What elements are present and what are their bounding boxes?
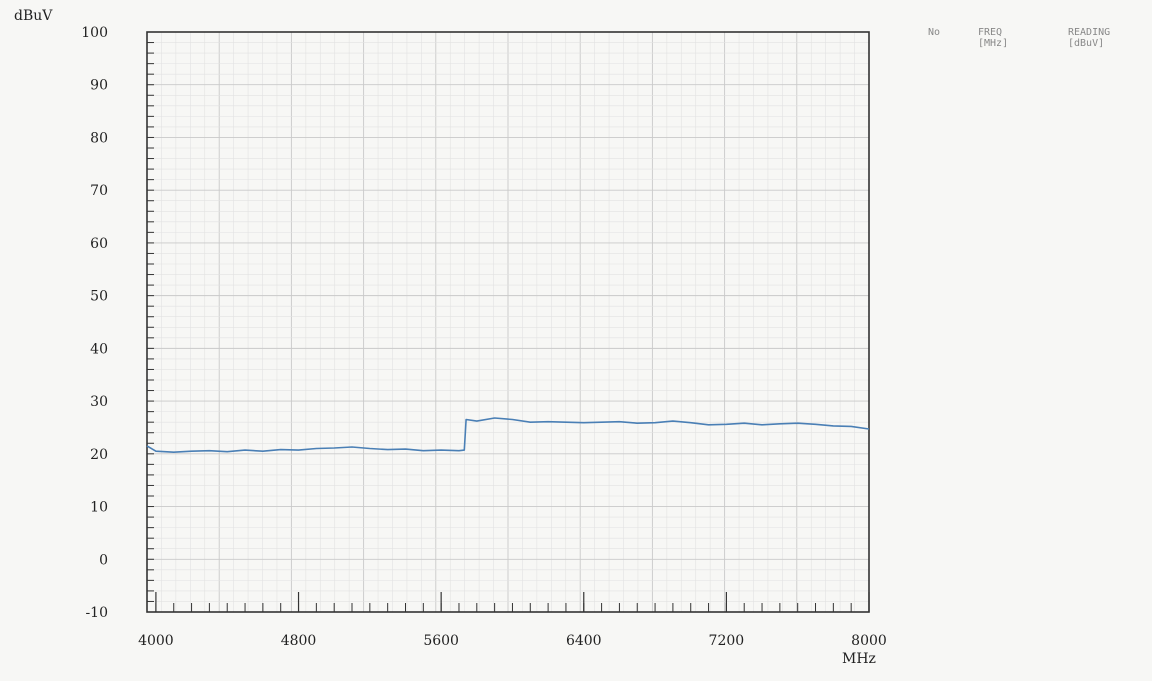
y-tick-label: 0 [99,552,108,568]
x-tick-label: 6400 [566,633,602,649]
y-tick-label: 60 [90,236,108,252]
x-axis-unit-label: MHz [842,651,876,667]
y-tick-label: 30 [90,394,108,410]
x-tick-label: 7200 [709,633,745,649]
y-tick-label: 80 [90,130,108,146]
table-header-reading-unit: [dBuV] [1068,38,1105,49]
y-tick-label: 100 [81,25,108,41]
table-header-no: No [928,27,940,38]
table-header-reading: READING [dBuV] [1068,27,1110,49]
y-tick-label: 70 [90,183,108,199]
x-tick-label: 8000 [851,633,887,649]
y-tick-label: 10 [90,500,108,516]
y-axis-unit-label: dBuV [14,8,53,24]
table-header-freq-label: FREQ [978,27,1003,38]
y-tick-label: -10 [85,605,108,621]
x-tick-label: 4000 [138,633,174,649]
table-header-no-label: No [928,27,941,38]
y-tick-label: 50 [90,289,108,305]
series-line [146,417,870,453]
y-tick-label: 20 [90,447,108,463]
y-tick-label: 90 [90,78,108,94]
y-tick-label: 40 [90,341,108,357]
x-tick-label: 4800 [281,633,317,649]
table-header-freq-unit: [MHz] [978,38,1009,49]
table-header-freq: FREQ [MHz] [978,27,1008,49]
plot-border [146,31,870,613]
x-tick-label: 5600 [423,633,459,649]
table-header-reading-label: READING [1068,27,1111,38]
